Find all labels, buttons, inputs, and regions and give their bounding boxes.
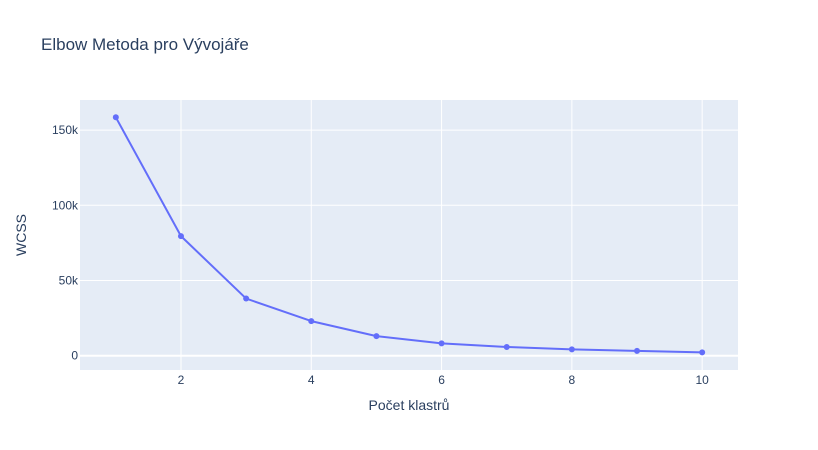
- tick-labels: 2 4 6 8 10 0 50k 100k 150k: [52, 123, 709, 387]
- data-point: [177, 233, 184, 240]
- data-point: [112, 114, 119, 121]
- data-point: [243, 295, 250, 302]
- data-point: [699, 349, 706, 356]
- data-point: [568, 346, 575, 353]
- grid-lines: [80, 100, 738, 370]
- data-point: [503, 343, 510, 350]
- data-point: [308, 318, 315, 325]
- x-tick-label: 6: [438, 373, 445, 387]
- data-point: [438, 340, 445, 347]
- x-tick-label: 2: [178, 373, 185, 387]
- chart-title: Elbow Metoda pro Vývojáře: [41, 35, 249, 54]
- data-point: [373, 333, 380, 340]
- y-tick-label: 0: [71, 349, 78, 363]
- y-tick-label: 100k: [52, 198, 79, 212]
- x-tick-label: 8: [569, 373, 576, 387]
- plot-area: [80, 100, 738, 370]
- series-line: [114, 116, 703, 354]
- x-tick-label: 4: [308, 373, 315, 387]
- x-axis-title: Počet klastrů: [369, 397, 450, 413]
- y-axis-title: WCSS: [13, 214, 29, 256]
- y-tick-label: 50k: [59, 274, 79, 288]
- data-point: [634, 347, 641, 354]
- y-tick-label: 150k: [52, 123, 79, 137]
- series-layer: [112, 114, 706, 356]
- x-tick-label: 10: [695, 373, 709, 387]
